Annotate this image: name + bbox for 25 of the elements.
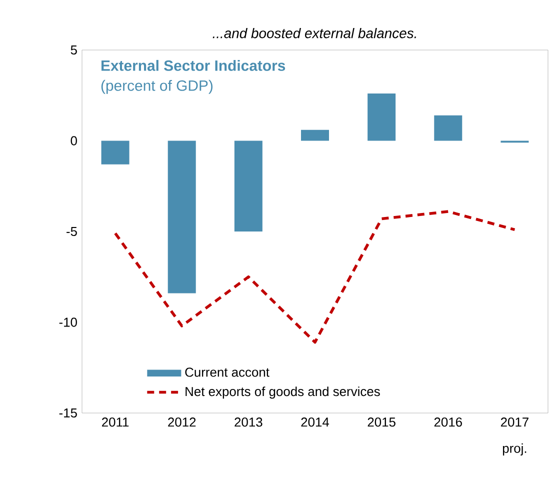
line-series: [114, 210, 516, 344]
y-tick-label: 5: [70, 45, 77, 55]
x-tick-label: 2014: [301, 418, 330, 427]
x-tick-label: 2016: [434, 418, 462, 427]
bar: [101, 140, 130, 164]
text: External Sector Indicators: [101, 60, 286, 71]
x-tick-label: 2017: [500, 418, 528, 427]
bar: [368, 94, 396, 141]
x-tick-label: 2015: [368, 418, 396, 427]
y-tick-label: -5: [66, 226, 77, 236]
x-tick-label: 2013: [234, 418, 262, 427]
bar: [434, 115, 462, 141]
x-tick-label: 2012: [168, 418, 196, 427]
legend-label: Current accont: [185, 368, 270, 377]
text: (percent of GDP): [101, 80, 212, 94]
x-tick-label: 2011: [102, 418, 129, 427]
y-tick-label: 0: [70, 136, 77, 146]
text: ...and boosted external balances.: [212, 28, 416, 38]
y-tick-label: -15: [59, 408, 77, 418]
bar: [234, 140, 262, 232]
bar: [301, 130, 329, 141]
text: proj.: [502, 443, 526, 456]
y-tick-label: -10: [59, 318, 77, 327]
bar: [168, 140, 196, 294]
legend-label: Net exports of goods and services: [186, 386, 380, 399]
